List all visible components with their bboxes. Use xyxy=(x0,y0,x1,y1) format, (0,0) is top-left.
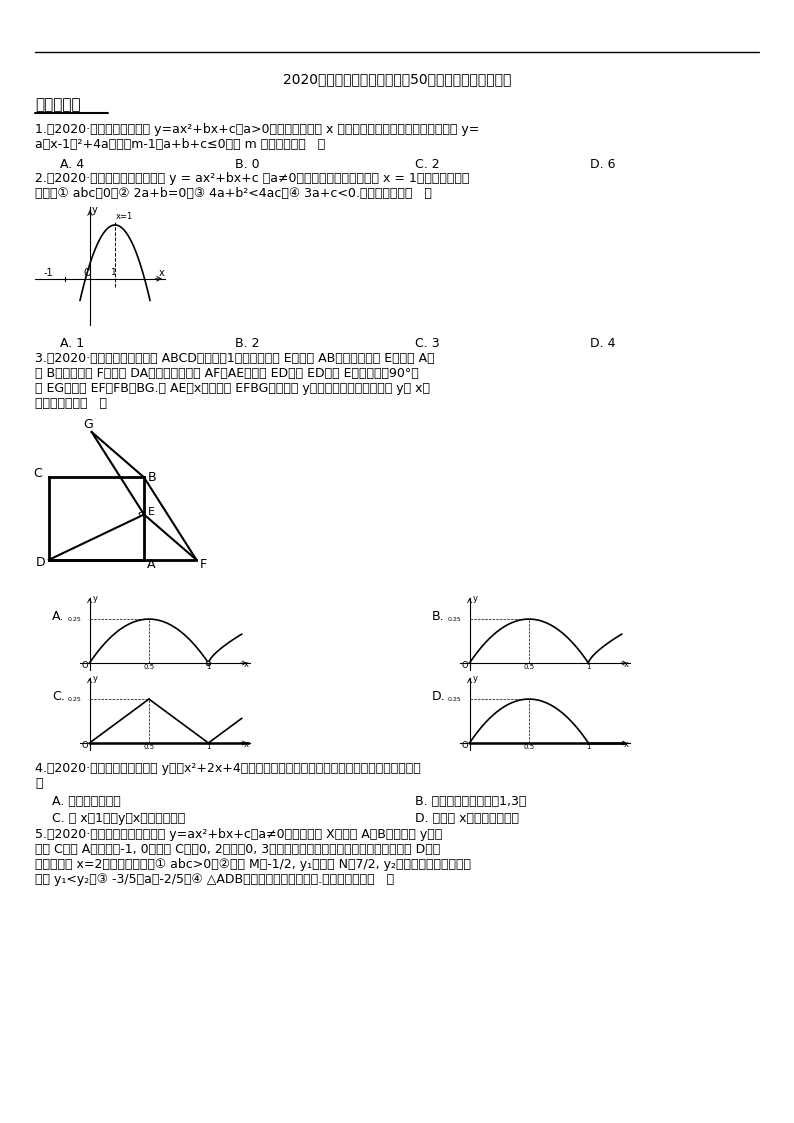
Text: 0.25: 0.25 xyxy=(67,617,81,621)
Text: 一、单选题: 一、单选题 xyxy=(35,97,81,112)
Text: A.: A. xyxy=(52,610,64,623)
Text: O: O xyxy=(461,741,468,750)
Text: a（x-1）²+4a，若（m-1）a+b+c≤0，则 m 的最大值是（   ）: a（x-1）²+4a，若（m-1）a+b+c≤0，则 m 的最大值是（ ） xyxy=(35,138,326,150)
Text: y: y xyxy=(93,594,98,603)
Text: 0.25: 0.25 xyxy=(448,617,461,621)
Text: y: y xyxy=(92,206,98,216)
Text: D. 6: D. 6 xyxy=(590,158,615,171)
Text: F: F xyxy=(199,558,206,572)
Text: C.: C. xyxy=(52,690,65,703)
Text: O: O xyxy=(81,661,88,670)
Text: 0.25: 0.25 xyxy=(448,696,461,702)
Text: D.: D. xyxy=(432,690,445,703)
Text: A. 4: A. 4 xyxy=(60,158,84,171)
Text: x: x xyxy=(159,267,164,277)
Text: B. 图象的顶点坐标是（1,3）: B. 图象的顶点坐标是（1,3） xyxy=(415,795,526,809)
Text: O: O xyxy=(83,267,91,277)
Text: C: C xyxy=(33,466,42,480)
Text: O: O xyxy=(81,741,88,750)
Text: 4.（2020·阜新）已知二次函数 y＝－x²+2x+4，则下列关于这个函数图象和性质的说法，正确的是（: 4.（2020·阜新）已知二次函数 y＝－x²+2x+4，则下列关于这个函数图象… xyxy=(35,763,421,775)
Text: ，则 y₁<y₂；③ -3/5＜a＜-2/5；④ △ADB可以是等腰直角三角形.其中正确的有（   ）: ，则 y₁<y₂；③ -3/5＜a＜-2/5；④ △ADB可以是等腰直角三角形.… xyxy=(35,873,394,886)
Text: C. 2: C. 2 xyxy=(415,158,440,171)
Text: G: G xyxy=(83,418,93,431)
Text: B: B xyxy=(148,471,156,484)
Text: x: x xyxy=(244,660,249,669)
Text: 0.5: 0.5 xyxy=(144,743,155,749)
Text: A. 图象的开口向上: A. 图象的开口向上 xyxy=(52,795,121,809)
Text: D. 4: D. 4 xyxy=(590,337,615,350)
Text: C. 当 x＜1时，y随x的增大而增大: C. 当 x＜1时，y随x的增大而增大 xyxy=(52,812,185,825)
Text: 论中：① abc＞0，② 2a+b=0，③ 4a+b²<4ac，④ 3a+c<0.正确的个数是（   ）: 论中：① abc＞0，② 2a+b=0，③ 4a+b²<4ac，④ 3a+c<0… xyxy=(35,188,432,200)
Text: 2020年全国中考数学试题精选50题：二次函数及其应用: 2020年全国中考数学试题精选50题：二次函数及其应用 xyxy=(283,72,511,86)
Text: ）: ） xyxy=(35,777,43,789)
Text: 函数关系的是（   ）: 函数关系的是（ ） xyxy=(35,398,107,410)
Text: -1: -1 xyxy=(44,267,53,277)
Text: 0.25: 0.25 xyxy=(67,696,81,702)
Text: 点 B重合），点 F在线段 DA的延长线上，且 AF＝AE，连接 ED，将 ED绕点 E顺时针旋转90°得: 点 B重合），点 F在线段 DA的延长线上，且 AF＝AE，连接 ED，将 ED… xyxy=(35,367,418,380)
Text: 0.5: 0.5 xyxy=(523,743,534,749)
Text: 0.5: 0.5 xyxy=(523,664,534,669)
Text: E: E xyxy=(148,508,155,518)
Text: 1: 1 xyxy=(206,743,210,749)
Text: D. 图象与 x轴有唯一一交点: D. 图象与 x轴有唯一一交点 xyxy=(415,812,519,825)
Text: 1: 1 xyxy=(111,268,117,277)
Text: x: x xyxy=(624,740,629,749)
Text: y: y xyxy=(473,674,478,683)
Text: 于点 C，点 A坐标为（-1, 0），点 C在（0, 2）与（0, 3）之间（不包括这两点），抛物线的顶点为 D，对: 于点 C，点 A坐标为（-1, 0），点 C在（0, 2）与（0, 3）之间（不… xyxy=(35,843,440,856)
Text: 0.5: 0.5 xyxy=(144,664,155,669)
Text: 5.（2020·丹东）如图，二次函数 y=ax²+bx+c（a≠0）的图象与 X轴交于 A，B两点，与 y轴交: 5.（2020·丹东）如图，二次函数 y=ax²+bx+c（a≠0）的图象与 X… xyxy=(35,828,442,841)
Text: 到 EG，连接 EF，FB，BG.设 AE＝x，四边形 EFBG的面积为 y，下列图象能正确反映出 y与 x的: 到 EG，连接 EF，FB，BG.设 AE＝x，四边形 EFBG的面积为 y，下… xyxy=(35,382,430,395)
Text: y: y xyxy=(473,594,478,603)
Text: x=1: x=1 xyxy=(116,211,133,220)
Text: y: y xyxy=(93,674,98,683)
Text: A. 1: A. 1 xyxy=(60,337,84,350)
Text: 3.（2020·盘锦）如图，四边形 ABCD是边长为1的正方形，点 E是射线 AB上的动点（点 E不与点 A、: 3.（2020·盘锦）如图，四边形 ABCD是边长为1的正方形，点 E是射线 A… xyxy=(35,351,434,365)
Text: D: D xyxy=(36,556,45,568)
Text: B. 0: B. 0 xyxy=(235,158,260,171)
Text: 1: 1 xyxy=(586,664,591,669)
Text: B.: B. xyxy=(432,610,445,623)
Text: 1: 1 xyxy=(206,664,210,669)
Text: 1: 1 xyxy=(586,743,591,749)
Text: 称轴为直线 x=2，有以下结论：① abc>0；②若点 M（-1/2, y₁），点 N（7/2, y₂）是函数图象上的两点: 称轴为直线 x=2，有以下结论：① abc>0；②若点 M（-1/2, y₁），… xyxy=(35,858,471,871)
Text: O: O xyxy=(461,661,468,670)
Text: x: x xyxy=(244,740,249,749)
Text: 2.（2020·铁岭）如图，二次函数 y = ax²+bx+c （a≠0）的图象的对称轴是直线 x = 1，则以下四个结: 2.（2020·铁岭）如图，二次函数 y = ax²+bx+c （a≠0）的图象… xyxy=(35,172,469,185)
Text: 1.（2020·玉林）把二次函数 y=ax²+bx+c（a>0）的图象作关于 x 轴的对称变换，所得图象的解析式为 y=: 1.（2020·玉林）把二次函数 y=ax²+bx+c（a>0）的图象作关于 x… xyxy=(35,124,480,136)
Text: C. 3: C. 3 xyxy=(415,337,440,350)
Text: B. 2: B. 2 xyxy=(235,337,260,350)
Text: x: x xyxy=(624,660,629,669)
Text: A: A xyxy=(147,558,156,572)
